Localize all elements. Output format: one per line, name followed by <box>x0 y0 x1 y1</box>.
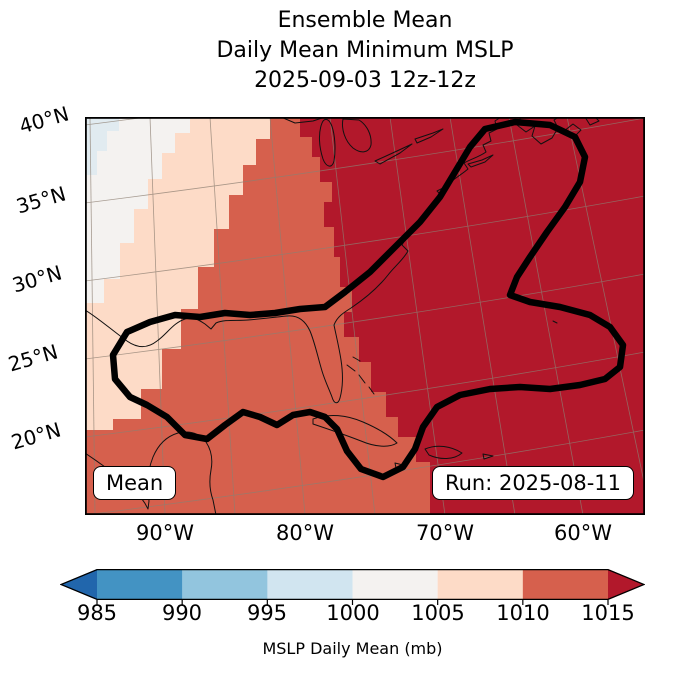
colorbar-seg-1010-1015 <box>522 569 609 600</box>
colorbar-tickmarks <box>96 600 609 605</box>
lat-axis-label-40n: 40°N <box>16 101 72 139</box>
colorbar-seg-1000-1005 <box>352 569 438 600</box>
caribbean-islands <box>312 414 494 469</box>
colorbar <box>60 569 645 605</box>
lon-axis-label-60w: 60°W <box>554 521 612 545</box>
colorbar-tick-1005: 1005 <box>411 601 465 625</box>
ensemble-contour <box>109 118 627 481</box>
meridian-75w <box>329 117 376 515</box>
colorbar-tick-1015: 1015 <box>581 601 635 625</box>
colorbar-seg-1005-1010 <box>437 569 524 600</box>
meridian-60w <box>508 117 584 515</box>
colorbar-outline <box>60 569 645 600</box>
meridian-95w <box>89 117 96 515</box>
parallel-25n <box>85 273 645 360</box>
title-line-1: Ensemble Mean <box>277 8 453 33</box>
figure-title: Ensemble Mean Daily Mean Minimum MSLP 20… <box>85 6 645 96</box>
region-995-1000 <box>85 117 119 175</box>
colorbar-tick-990: 990 <box>161 601 203 625</box>
thick-contour-outline <box>109 118 627 481</box>
lat-axis-label-30n: 30°N <box>9 260 65 298</box>
colorbar-tick-1010: 1010 <box>496 601 550 625</box>
map-canvas <box>85 117 645 515</box>
long-island <box>467 154 494 168</box>
title-line-3: 2025-09-03 12z-12z <box>254 68 476 93</box>
colorbar-tick-985: 985 <box>76 601 118 625</box>
region-1000-1005 <box>85 117 190 303</box>
meridian-65w <box>449 117 516 515</box>
title-line-2: Daily Mean Minimum MSLP <box>216 38 514 63</box>
colorbar-seg-985-990 <box>97 569 183 600</box>
colorbar-tick-1000: 1000 <box>326 601 380 625</box>
parallel-30n <box>85 195 645 282</box>
lon-axis-label-70w: 70°W <box>416 521 474 545</box>
colorbar-arrow-high <box>608 569 645 600</box>
colorbar-seg-990-995 <box>182 569 268 600</box>
lat-axis-label-35n: 35°N <box>13 181 69 219</box>
bahamas <box>346 356 375 395</box>
lat-axis-label-25n: 25°N <box>5 339 61 377</box>
colorbar-seg-995-1000 <box>267 569 353 600</box>
run-annotation-box: Run: 2025-08-11 <box>431 466 634 500</box>
great-lakes <box>280 117 444 167</box>
colorbar-tick-995: 995 <box>246 601 288 625</box>
lon-axis-label-80w: 80°W <box>276 521 334 545</box>
colorbar-axis-label: MSLP Daily Mean (mb) <box>262 639 443 658</box>
map-plot: Mean Run: 2025-08-11 <box>85 117 645 515</box>
meridian-70w <box>389 117 446 515</box>
parallel-35n <box>85 117 645 204</box>
map-border <box>85 117 645 515</box>
colorbar-arrow-low <box>60 569 97 600</box>
bermuda <box>552 320 558 324</box>
lat-axis-label-20n: 20°N <box>8 417 64 455</box>
mean-annotation-box: Mean <box>93 466 177 500</box>
region-1005-1010 <box>85 117 270 430</box>
lon-axis-label-90w: 90°W <box>136 521 194 545</box>
parallel-20n <box>85 351 645 438</box>
meridian-90w <box>149 117 166 515</box>
fill-regions <box>85 117 645 515</box>
